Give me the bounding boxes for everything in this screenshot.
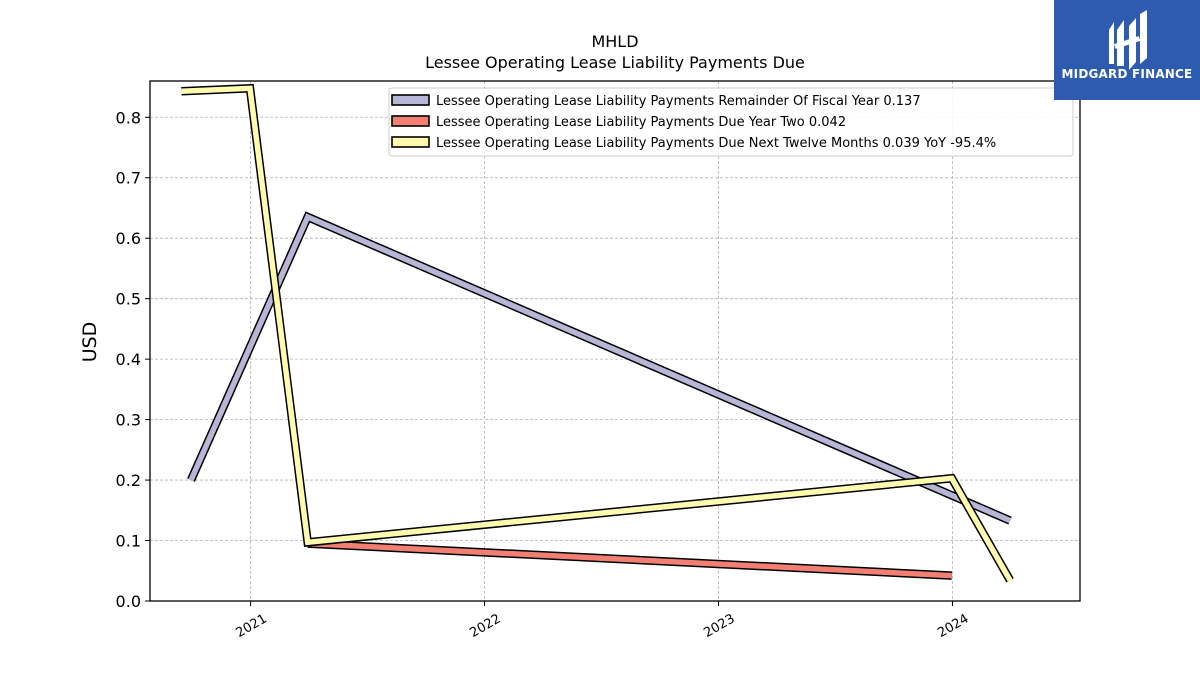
legend-label-2: Lessee Operating Lease Liability Payment…	[436, 115, 846, 130]
y-tick-label: 0.6	[116, 229, 141, 248]
legend-label-3: Lessee Operating Lease Liability Payment…	[436, 136, 996, 151]
legend-label-1: Lessee Operating Lease Liability Payment…	[436, 94, 921, 109]
x-tick-label: 2022	[467, 611, 503, 641]
y-axis-label: USD	[79, 322, 101, 363]
chart-subtitle: Lessee Operating Lease Liability Payment…	[425, 53, 805, 72]
y-tick-label: 0.2	[116, 471, 141, 490]
y-axis: 0.0 0.1 0.2 0.3 0.4 0.5 0.6 0.7 0.8	[116, 108, 150, 611]
series-3-stroke	[181, 85, 1013, 582]
y-tick-label: 0.0	[116, 592, 141, 611]
y-tick-label: 0.4	[116, 350, 141, 369]
x-axis: 2021 2022 2023 2024	[233, 601, 971, 641]
y-tick-label: 0.3	[116, 411, 141, 430]
series-1-outline	[187, 211, 1012, 525]
y-tick-label: 0.5	[116, 290, 141, 309]
plot-frame	[149, 80, 1081, 602]
grid-lines	[150, 81, 1080, 602]
y-tick-label: 0.1	[116, 532, 141, 551]
series-2-line	[307, 539, 953, 580]
y-tick-label: 0.7	[116, 169, 141, 188]
chart-title: MHLD	[591, 32, 638, 51]
y-tick-label: 0.8	[116, 108, 141, 127]
legend-swatch-3	[391, 136, 430, 148]
x-tick-label: 2023	[701, 611, 737, 641]
brand-logo: MIDGARD FINANCE	[1054, 0, 1200, 100]
legend: Lessee Operating Lease Liability Payment…	[388, 87, 1074, 157]
series-3-line	[181, 83, 1014, 583]
series-2-stroke	[307, 540, 952, 579]
midgard-logo-icon	[1109, 10, 1147, 70]
legend-box	[388, 87, 1074, 157]
x-tick-label: 2021	[233, 611, 269, 641]
plot-series	[181, 83, 1014, 583]
x-tick-label: 2024	[935, 611, 971, 641]
legend-swatch-1	[391, 94, 430, 106]
series-1-line	[187, 211, 1012, 525]
series-1-stroke	[188, 213, 1012, 524]
logo-text: MIDGARD FINANCE	[1061, 67, 1193, 81]
legend-swatch-2	[391, 115, 430, 127]
